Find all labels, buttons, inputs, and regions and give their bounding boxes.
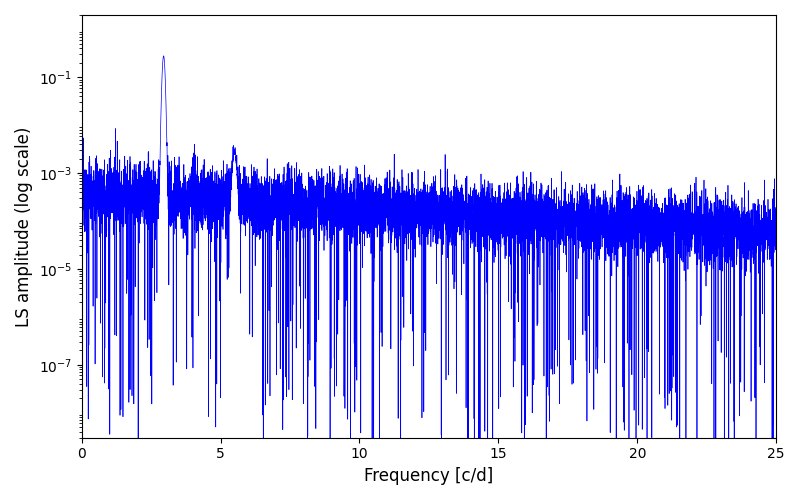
- X-axis label: Frequency [c/d]: Frequency [c/d]: [364, 467, 494, 485]
- Y-axis label: LS amplitude (log scale): LS amplitude (log scale): [15, 126, 33, 326]
